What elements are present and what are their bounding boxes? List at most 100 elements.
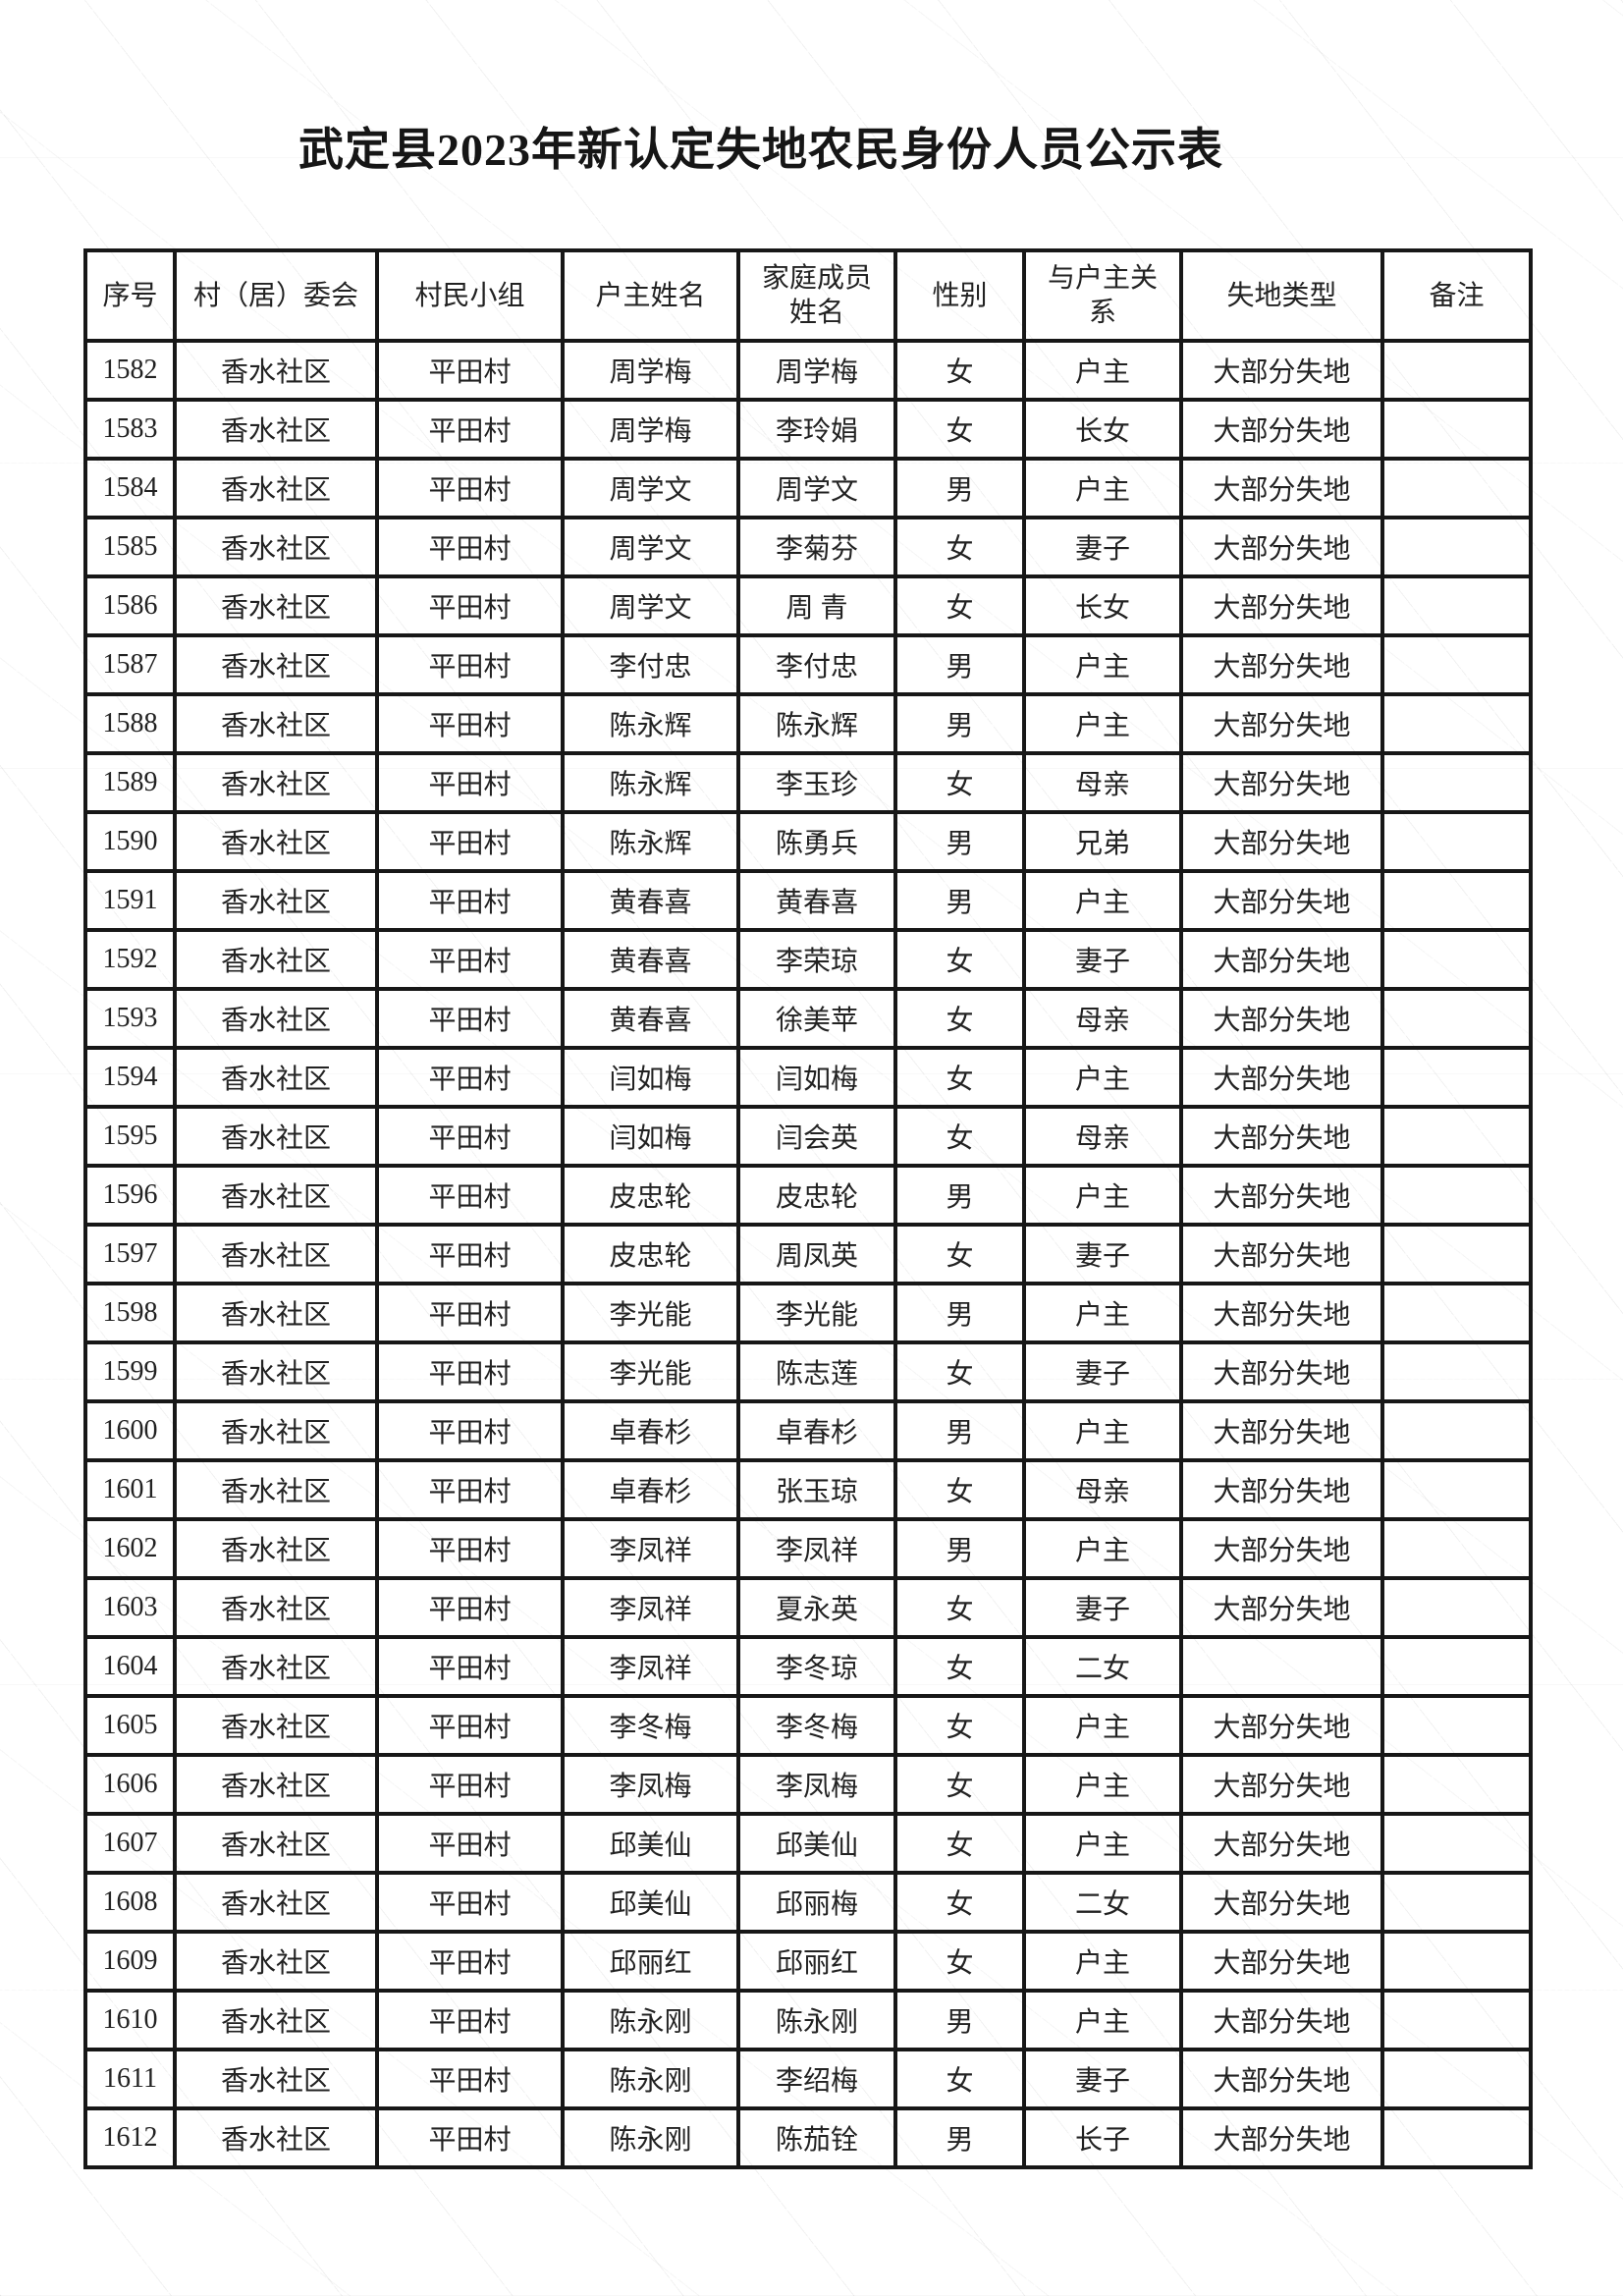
cell-remark [1380,1105,1533,1168]
cell-group: 平田村 [375,751,565,814]
cell-group: 平田村 [375,457,565,519]
cell-gender: 女 [893,2048,1026,2110]
cell-member-name: 陈勇兵 [736,810,897,873]
cell-gender: 女 [893,574,1026,637]
cell-member-name: 李付忠 [736,633,897,696]
cell-land-loss-type: 大部分失地 [1179,1930,1384,1993]
cell-remark [1380,1635,1533,1698]
cell-gender: 男 [893,869,1026,932]
cell-land-loss-type: 大部分失地 [1179,398,1384,461]
cell-head-name: 闫如梅 [561,1046,740,1109]
cell-committee: 香水社区 [173,633,379,696]
cell-land-loss-type: 大部分失地 [1179,574,1384,637]
header-land-loss-type: 失地类型 [1179,248,1384,343]
cell-land-loss-type: 大部分失地 [1179,1694,1384,1757]
cell-member-name: 李冬琼 [736,1635,897,1698]
cell-serial: 1612 [83,2106,177,2169]
cell-committee: 香水社区 [173,574,379,637]
cell-gender: 男 [893,1989,1026,2051]
cell-serial: 1596 [83,1164,177,1227]
cell-head-name: 李凤祥 [561,1576,740,1639]
cell-group: 平田村 [375,2048,565,2110]
cell-serial: 1587 [83,633,177,696]
cell-remark [1380,987,1533,1050]
cell-relation: 户主 [1022,1399,1183,1462]
cell-head-name: 周学梅 [561,398,740,461]
cell-group: 平田村 [375,692,565,755]
cell-gender: 女 [893,987,1026,1050]
table-row: 1583 香水社区 平田村 周学梅 李玲娟女长女 大部分失地 [83,398,1533,461]
cell-committee: 香水社区 [173,516,379,578]
cell-relation: 妻子 [1022,1223,1183,1285]
cell-land-loss-type [1179,1635,1384,1698]
cell-remark [1380,1046,1533,1109]
cell-member-name: 周学梅 [736,339,897,402]
cell-group: 平田村 [375,1635,565,1698]
cell-head-name: 黄春喜 [561,869,740,932]
cell-group: 平田村 [375,1164,565,1227]
cell-land-loss-type: 大部分失地 [1179,928,1384,991]
cell-committee: 香水社区 [173,1694,379,1757]
cell-member-name: 李光能 [736,1282,897,1344]
cell-group: 平田村 [375,339,565,402]
header-member-name: 家庭成员姓名 [736,248,897,343]
cell-land-loss-type: 大部分失地 [1179,1989,1384,2051]
cell-land-loss-type: 大部分失地 [1179,987,1384,1050]
table-row: 1607 香水社区 平田村 邱美仙 邱美仙女户主 大部分失地 [83,1812,1533,1875]
cell-group: 平田村 [375,1576,565,1639]
cell-serial: 1592 [83,928,177,991]
cell-serial: 1608 [83,1871,177,1934]
cell-committee: 香水社区 [173,1458,379,1521]
cell-land-loss-type: 大部分失地 [1179,633,1384,696]
cell-remark [1380,869,1533,932]
cell-member-name: 闫会英 [736,1105,897,1168]
cell-committee: 香水社区 [173,1399,379,1462]
cell-remark [1380,1340,1533,1403]
cell-member-name: 李玉珍 [736,751,897,814]
cell-remark [1380,1576,1533,1639]
cell-member-name: 李凤梅 [736,1753,897,1816]
cell-gender: 男 [893,1399,1026,1462]
cell-committee: 香水社区 [173,810,379,873]
cell-group: 平田村 [375,516,565,578]
cell-land-loss-type: 大部分失地 [1179,1812,1384,1875]
header-serial: 序号 [83,248,177,343]
cell-serial: 1601 [83,1458,177,1521]
cell-relation: 妻子 [1022,1576,1183,1639]
cell-relation: 户主 [1022,1164,1183,1227]
cell-head-name: 李光能 [561,1282,740,1344]
cell-head-name: 李付忠 [561,633,740,696]
header-committee: 村（居）委会 [173,248,379,343]
cell-group: 平田村 [375,574,565,637]
table-row: 1591 香水社区 平田村 黄春喜 黄春喜男户主 大部分失地 [83,869,1533,932]
cell-head-name: 卓春杉 [561,1458,740,1521]
cell-group: 平田村 [375,1282,565,1344]
cell-land-loss-type: 大部分失地 [1179,1399,1384,1462]
cell-remark [1380,1694,1533,1757]
cell-land-loss-type: 大部分失地 [1179,1458,1384,1521]
cell-gender: 女 [893,1694,1026,1757]
cell-head-name: 陈永刚 [561,2048,740,2110]
cell-remark [1380,692,1533,755]
cell-committee: 香水社区 [173,1282,379,1344]
cell-group: 平田村 [375,869,565,932]
cell-gender: 男 [893,810,1026,873]
cell-group: 平田村 [375,1458,565,1521]
cell-member-name: 李冬梅 [736,1694,897,1757]
cell-relation: 户主 [1022,339,1183,402]
cell-member-name: 李凤祥 [736,1517,897,1580]
cell-committee: 香水社区 [173,987,379,1050]
cell-remark [1380,810,1533,873]
cell-remark [1380,2048,1533,2110]
cell-relation: 户主 [1022,1694,1183,1757]
cell-remark [1380,2106,1533,2169]
cell-head-name: 卓春杉 [561,1399,740,1462]
cell-committee: 香水社区 [173,1046,379,1109]
cell-group: 平田村 [375,1694,565,1757]
cell-serial: 1606 [83,1753,177,1816]
cell-land-loss-type: 大部分失地 [1179,2106,1384,2169]
cell-committee: 香水社区 [173,1223,379,1285]
cell-remark [1380,457,1533,519]
cell-relation: 妻子 [1022,928,1183,991]
cell-committee: 香水社区 [173,457,379,519]
